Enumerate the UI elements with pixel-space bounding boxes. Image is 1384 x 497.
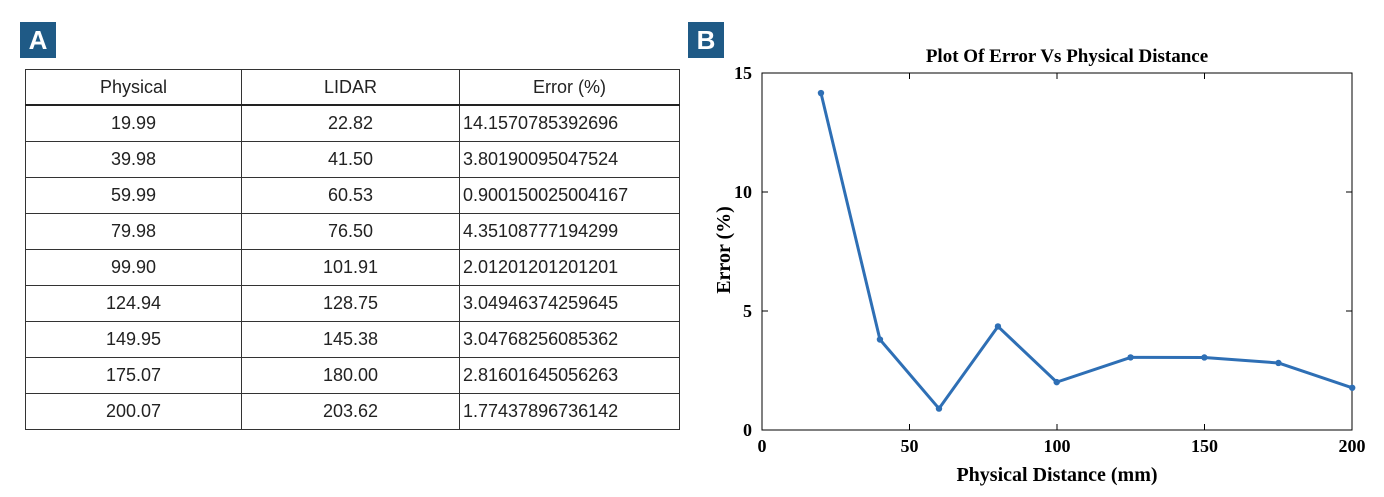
cell-physical: 99.90: [25, 249, 242, 286]
cell-physical: 39.98: [25, 141, 242, 178]
cell-error: 3.80190095047524: [459, 141, 680, 178]
header-error: Error (%): [459, 69, 680, 106]
cell-lidar: 180.00: [241, 357, 460, 394]
x-tick-label: 150: [1191, 436, 1218, 456]
x-tick-label: 200: [1339, 436, 1366, 456]
panel-b-label: B: [688, 22, 724, 58]
y-axis-label: Error (%): [713, 206, 735, 294]
cell-lidar: 203.62: [241, 393, 460, 430]
table-row: 99.90 101.91 2.01201201201201: [25, 249, 680, 286]
cell-error: 14.1570785392696: [459, 104, 680, 142]
error-line-chart: Plot Of Error Vs Physical Distance Physi…: [713, 46, 1366, 486]
panel-a-label: A: [20, 22, 56, 58]
table-row: 200.07 203.62 1.77437896736142: [25, 393, 680, 430]
table-row: 39.98 41.50 3.80190095047524: [25, 141, 680, 178]
data-point: [1349, 384, 1356, 391]
cell-lidar: 41.50: [241, 141, 460, 178]
cell-physical: 200.07: [25, 393, 242, 430]
data-table: Physical LIDAR Error (%) 19.99 22.82 14.…: [25, 69, 680, 430]
series-line: [819, 92, 1353, 411]
table-header-row: Physical LIDAR Error (%): [25, 69, 680, 106]
cell-physical: 19.99: [25, 104, 242, 142]
chart-title: Plot Of Error Vs Physical Distance: [926, 46, 1208, 67]
cell-lidar: 76.50: [241, 213, 460, 250]
y-tick-label: 10: [734, 182, 752, 202]
cell-physical: 149.95: [25, 321, 242, 358]
cell-error: 0.900150025004167: [459, 177, 680, 214]
table-row: 149.95 145.38 3.04768256085362: [25, 321, 680, 358]
x-tick-label: 0: [758, 436, 767, 456]
x-tick-label: 50: [901, 436, 919, 456]
table-row: 59.99 60.53 0.900150025004167: [25, 177, 680, 214]
data-point: [1127, 354, 1134, 361]
x-axis-label: Physical Distance (mm): [956, 464, 1157, 486]
x-tick-label: 100: [1044, 436, 1071, 456]
cell-lidar: 22.82: [241, 104, 460, 142]
cell-physical: 59.99: [25, 177, 242, 214]
cell-physical: 79.98: [25, 213, 242, 250]
data-point: [1201, 354, 1208, 361]
cell-lidar: 145.38: [241, 321, 460, 358]
cell-error: 3.04946374259645: [459, 285, 680, 322]
cell-error: 4.35108777194299: [459, 213, 680, 250]
data-point: [876, 336, 884, 343]
data-point: [817, 89, 825, 97]
cell-error: 2.01201201201201: [459, 249, 680, 286]
data-point: [1275, 359, 1282, 367]
cell-error: 2.81601645056263: [459, 357, 680, 394]
cell-physical: 175.07: [25, 357, 242, 394]
cell-physical: 124.94: [25, 285, 242, 322]
cell-error: 1.77437896736142: [459, 393, 680, 430]
y-tick-label: 15: [734, 63, 752, 83]
table-row: 79.98 76.50 4.35108777194299: [25, 213, 680, 250]
plot-area: [761, 72, 1353, 431]
header-lidar: LIDAR: [241, 69, 460, 106]
data-point: [1053, 378, 1060, 386]
cell-lidar: 101.91: [241, 249, 460, 286]
data-point: [935, 405, 943, 412]
header-physical: Physical: [25, 69, 242, 106]
table-row: 124.94 128.75 3.04946374259645: [25, 285, 680, 322]
y-tick-label: 0: [743, 420, 752, 440]
y-tick-label: 5: [743, 301, 752, 321]
cell-lidar: 128.75: [241, 285, 460, 322]
data-point: [994, 323, 1002, 330]
table-row: 19.99 22.82 14.1570785392696: [25, 104, 680, 142]
cell-lidar: 60.53: [241, 177, 460, 214]
table-row: 175.07 180.00 2.81601645056263: [25, 357, 680, 394]
cell-error: 3.04768256085362: [459, 321, 680, 358]
